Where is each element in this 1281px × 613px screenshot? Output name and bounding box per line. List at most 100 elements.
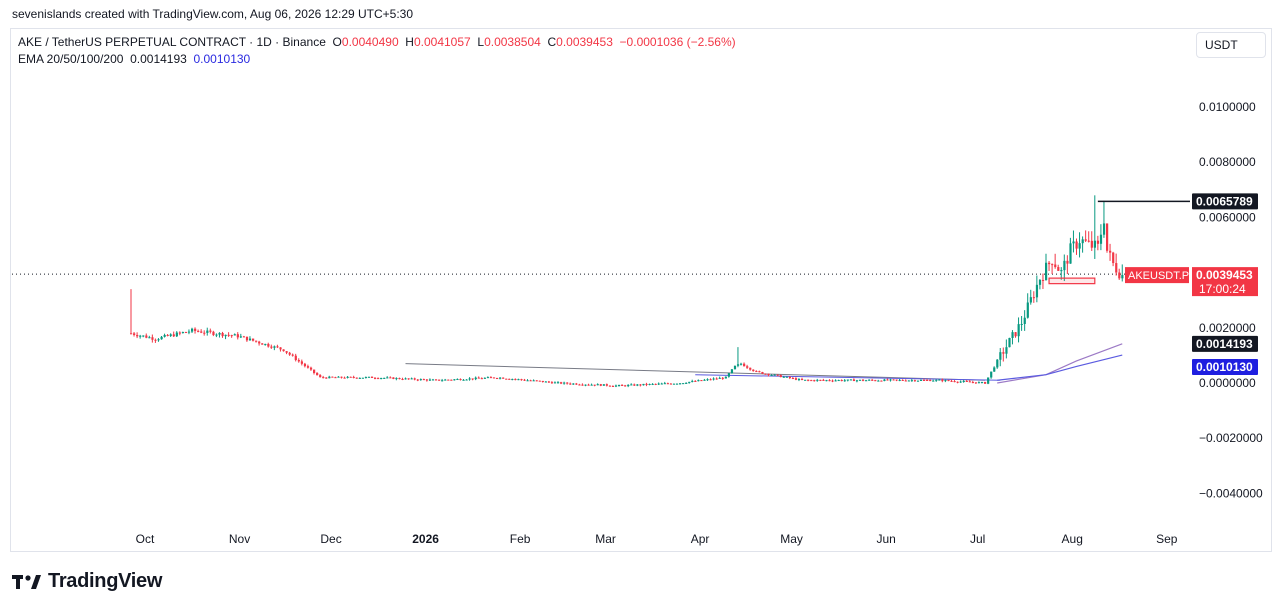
candle-body <box>654 383 657 385</box>
high-label: H <box>405 35 414 49</box>
high-value: 0.0041057 <box>413 35 471 49</box>
candle-body <box>291 354 294 356</box>
ema-value-slow: 0.0010130 <box>193 52 251 66</box>
symbol-legend: AKE / TetherUS PERPETUAL CONTRACT · 1D ·… <box>18 35 736 49</box>
low-value: 0.0038504 <box>484 35 541 49</box>
candle-body <box>230 335 233 337</box>
x-tick-label: Feb <box>510 532 531 546</box>
candle-body <box>578 384 581 386</box>
candle-body <box>703 379 706 381</box>
candle-body <box>947 380 950 382</box>
candle-body <box>1029 297 1032 303</box>
candle-body <box>261 343 264 345</box>
candle-body <box>133 333 136 335</box>
candle-body <box>139 335 142 337</box>
candle-body <box>944 380 947 382</box>
candle-body <box>886 379 889 381</box>
candle-body <box>566 382 569 384</box>
candle-body <box>526 380 529 382</box>
candle-body <box>840 380 843 382</box>
candle-body <box>401 378 404 380</box>
footer-brand: TradingView <box>12 570 162 593</box>
candle-body <box>425 379 429 381</box>
candle-body <box>1017 324 1020 337</box>
candle-body <box>642 383 645 386</box>
candle-body <box>1005 347 1008 354</box>
candle-body <box>999 352 1002 360</box>
candle-body <box>395 378 398 380</box>
zone-box[interactable] <box>1048 277 1096 285</box>
candle-body <box>627 384 630 387</box>
candle-body <box>187 331 191 333</box>
candle-body <box>804 379 807 381</box>
candle-body <box>633 384 636 386</box>
candle-body <box>1045 262 1048 281</box>
candle-body <box>184 332 188 334</box>
candle-body <box>1096 240 1100 244</box>
tradingview-logo-icon <box>12 574 41 589</box>
candle-body <box>1087 240 1090 242</box>
candle-body <box>953 381 956 383</box>
candle-body <box>163 334 166 337</box>
candle-body <box>364 377 368 379</box>
candle-body <box>1078 243 1081 249</box>
candle-body <box>977 382 981 384</box>
candle-body <box>218 332 221 335</box>
candle-body <box>746 366 749 368</box>
candle-body <box>971 382 974 384</box>
candle-body <box>614 385 618 387</box>
candle-body <box>996 359 999 368</box>
candle-body <box>462 379 465 381</box>
candle-body <box>889 379 892 381</box>
candle-body <box>868 379 871 381</box>
candle-body <box>273 346 276 348</box>
candle-body <box>611 385 615 387</box>
candle-body <box>489 377 493 379</box>
last-price-tag: 0.0039453 <box>1196 268 1253 282</box>
candle-body <box>1066 260 1069 264</box>
y-tick-label: −0.0020000 <box>1199 431 1263 445</box>
candle-body <box>285 351 288 353</box>
x-tick-label: May <box>780 532 803 546</box>
candle-body <box>316 372 319 376</box>
candle-body <box>557 382 560 384</box>
candle-body <box>1109 250 1112 253</box>
candle-body <box>444 379 447 381</box>
candle-body <box>197 330 200 332</box>
candle-body <box>788 376 791 379</box>
candle-body <box>648 383 651 385</box>
candle-body <box>669 383 673 385</box>
candle-body <box>505 378 508 380</box>
candle-body <box>224 334 227 337</box>
candle-body <box>477 377 480 379</box>
candle-body <box>154 339 157 341</box>
candle-body <box>306 366 310 368</box>
currency-unit-button[interactable]: USDT <box>1196 32 1266 58</box>
candle-body <box>563 382 566 384</box>
candle-body <box>148 337 151 339</box>
candle-body <box>169 334 172 336</box>
candle-body <box>300 361 303 364</box>
candle-body <box>779 375 782 378</box>
candle-body <box>428 379 432 381</box>
candle-body <box>706 379 709 381</box>
candle-body <box>319 375 322 378</box>
candle-body <box>712 378 715 380</box>
candle-body <box>538 380 541 382</box>
candle-body <box>1081 239 1084 244</box>
candle-body <box>367 376 371 378</box>
candle-body <box>1099 234 1103 244</box>
candle-body <box>331 376 334 378</box>
candle-body <box>877 380 880 382</box>
candle-body <box>297 360 300 362</box>
candle-body <box>605 384 608 386</box>
candle-body <box>697 380 700 382</box>
candle-body <box>727 373 730 377</box>
support-line[interactable] <box>695 374 1001 381</box>
trendline[interactable] <box>405 363 986 381</box>
candle-body <box>651 383 654 385</box>
candle-body <box>968 381 971 383</box>
candle-body <box>950 380 953 382</box>
candle-body <box>1038 279 1042 285</box>
